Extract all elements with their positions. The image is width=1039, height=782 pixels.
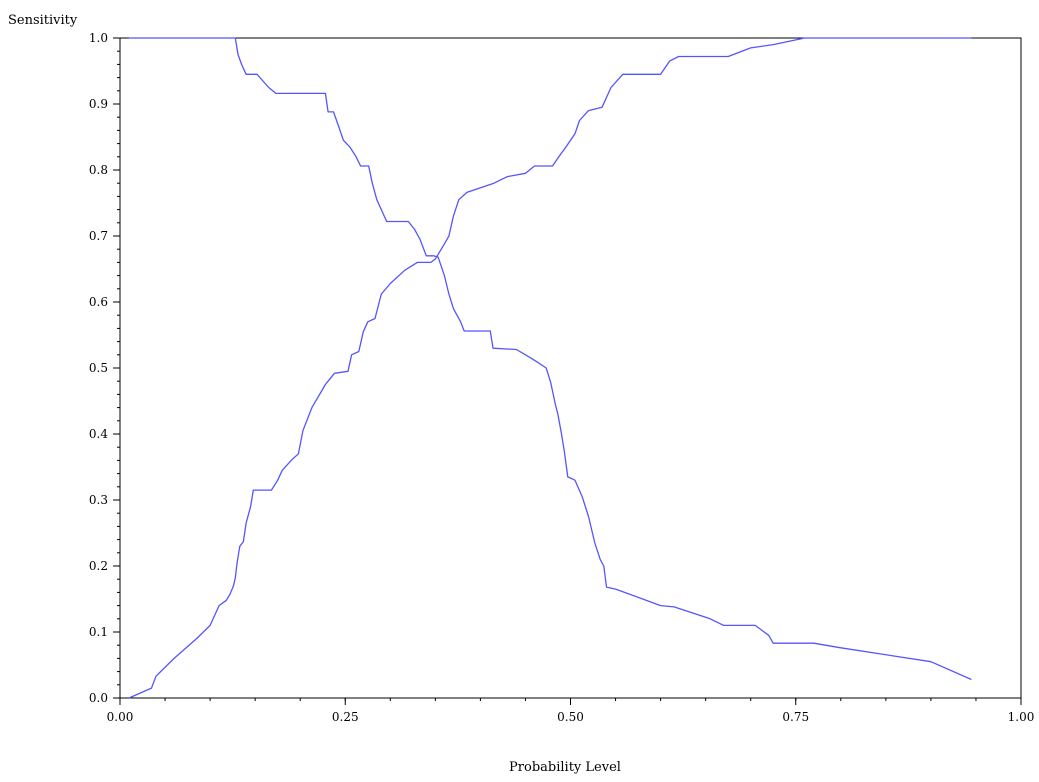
plot-layer: 0.0 0.1 0.2 0.3 0.4 0.5 0.6 0.7 0.8 0.9 1.0 0.00 0.2… — [89, 31, 1034, 724]
y-tick-label: 0.5 — [89, 361, 108, 375]
x-tick-label: 0.00 — [107, 710, 134, 724]
x-tick-label: 0.75 — [782, 710, 809, 724]
series-line-increasing — [128, 37, 972, 699]
x-axis-title: Probability Level — [509, 760, 621, 775]
y-tick-label: 0.3 — [89, 493, 108, 507]
y-tick-label: 0.6 — [89, 295, 108, 309]
x-tick-label: 1.00 — [1008, 710, 1035, 724]
y-tick-label: 0.2 — [89, 559, 108, 573]
y-tick-label: 0.1 — [89, 625, 108, 639]
x-tick-label: 0.50 — [557, 710, 584, 724]
y-tick-label: 0.7 — [89, 229, 108, 243]
series-line-decreasing — [129, 37, 972, 681]
y-tick-label: 0.9 — [89, 97, 108, 111]
y-tick-label: 0.4 — [89, 427, 108, 441]
x-tick-label: 0.25 — [332, 710, 359, 724]
y-tick-label: 0.0 — [89, 691, 108, 705]
y-axis-title: Sensitivity — [8, 13, 78, 28]
y-tick-label: 0.8 — [89, 163, 108, 177]
y-tick-label: 1.0 — [89, 31, 108, 45]
